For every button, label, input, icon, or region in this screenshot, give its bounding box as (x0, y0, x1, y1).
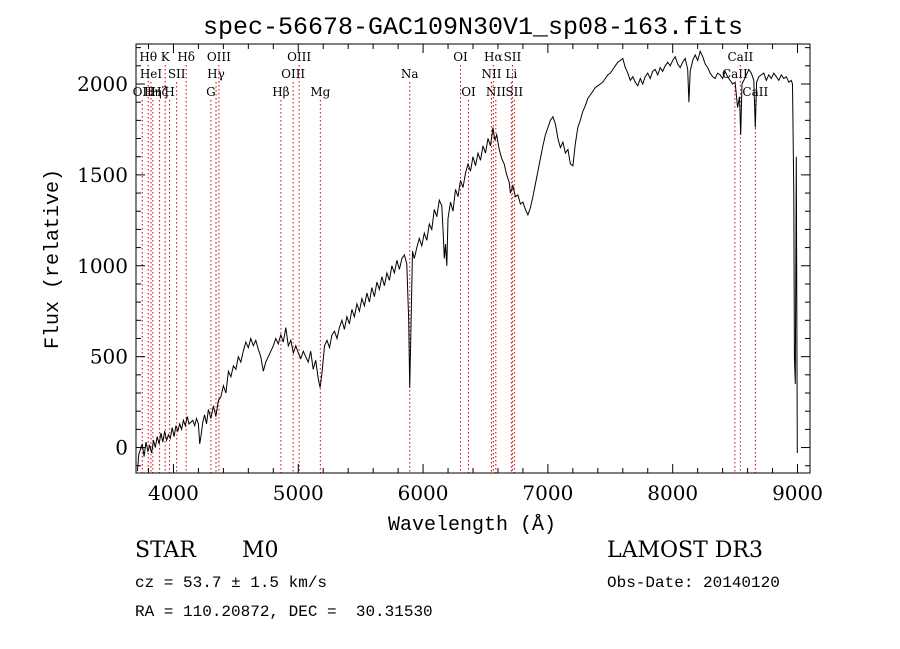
line-label-1: Hθ (139, 50, 157, 64)
line-label-6: H (164, 85, 174, 99)
line-label-10: Hγ (207, 67, 225, 81)
line-label-17: OI (453, 50, 468, 64)
y-axis-label: Flux (relative) (42, 169, 65, 349)
y-tick-label: 1500 (77, 163, 128, 187)
line-label-27: CaII (742, 85, 768, 99)
plot-axes: 4000 5000 6000 7000 8000 9000 0 500 1000 1500 2000 (77, 43, 823, 505)
line-label-5: K (161, 50, 171, 64)
line-label-20: Hα (484, 50, 503, 64)
survey-label: LAMOST DR3 (607, 538, 763, 563)
x-tick-label: 9000 (772, 481, 823, 505)
line-label-21: NII (486, 85, 506, 99)
line-label-26: CaII (727, 50, 753, 64)
x-axis-label: Wavelength (Å) (388, 514, 556, 537)
line-label-12: Hβ (272, 85, 289, 99)
y-tick-label: 2000 (77, 72, 128, 96)
coordinates-readout: RA = 110.20872, DEC = 30.31530 (135, 603, 433, 621)
line-label-23: SII (504, 50, 522, 64)
line-label-14: OIII (287, 50, 311, 64)
line-label-18: OI (461, 85, 476, 99)
y-tick-label: 0 (115, 436, 128, 460)
line-label-16: Na (401, 67, 419, 81)
line-label-4: Hζ (151, 85, 168, 99)
line-label-13: OIII (281, 67, 305, 81)
line-label-24: SII (505, 85, 523, 99)
x-tick-label: 7000 (522, 481, 573, 505)
plot-frame (135, 43, 811, 474)
spectral-subclass: M0 (242, 538, 279, 563)
line-label-15: Mg (310, 85, 330, 99)
y-tick-label: 1000 (77, 254, 128, 278)
line-label-0: OII (133, 85, 153, 99)
observation-date: Obs-Date: 20140120 (607, 574, 780, 592)
line-label-3: Hη (144, 85, 162, 99)
x-tick-label: 6000 (398, 481, 449, 505)
line-label-11: OIII (207, 50, 231, 64)
line-label-19: NII (481, 67, 501, 81)
line-label-8: Hδ (177, 50, 195, 64)
chart-title: spec-56678-GAC109N30V1_sp08-163.fits (203, 13, 743, 42)
y-tick-label: 500 (90, 345, 128, 369)
x-tick-label: 5000 (273, 481, 324, 505)
line-label-2: HeI (140, 67, 163, 81)
spectrum-series-line (137, 49, 798, 472)
line-label-22: Li (505, 67, 517, 81)
x-tick-label: 8000 (647, 481, 698, 505)
line-label-9: G (206, 85, 216, 99)
object-class: STAR (135, 538, 196, 563)
x-tick-label: 4000 (148, 481, 199, 505)
redshift-readout: cz = 53.7 ± 1.5 km/s (135, 574, 328, 592)
line-label-7: SII (168, 67, 186, 81)
